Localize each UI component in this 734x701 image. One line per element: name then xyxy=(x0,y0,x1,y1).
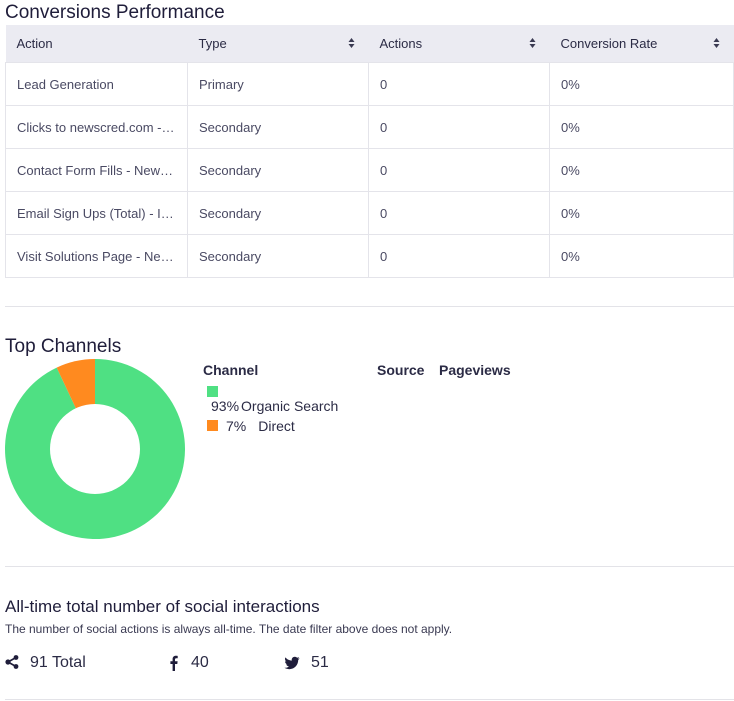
column-header-actions-label: Actions xyxy=(379,36,423,51)
column-header-type[interactable]: Type xyxy=(187,25,369,63)
cell-actions: 0 xyxy=(368,62,550,106)
social-title: All-time total number of social interact… xyxy=(5,597,320,616)
conversions-table: Action Type Actions Conversion Rate Lead… xyxy=(5,25,734,278)
social-total-value: 91 xyxy=(30,654,48,671)
cell-action: Contact Form Fills - News... xyxy=(5,148,188,192)
share-icon xyxy=(5,655,19,669)
table-row: Email Sign Ups (Total) - Ins... Secondar… xyxy=(5,191,734,235)
column-header-conversion-rate-label: Conversion Rate xyxy=(560,36,658,51)
facebook-icon xyxy=(170,655,178,671)
direct-swatch xyxy=(207,420,218,431)
channels-donut-chart xyxy=(5,359,185,539)
channels-title: Top Channels xyxy=(5,336,122,357)
legend-percent: 93% xyxy=(211,398,240,414)
social-description: The number of social actions is always a… xyxy=(5,622,453,636)
cell-actions: 0 xyxy=(368,191,550,235)
cell-actions: 0 xyxy=(368,234,550,278)
legend-item-direct: 7% Direct xyxy=(226,418,295,434)
sort-icon[interactable] xyxy=(529,37,536,49)
table-row: Lead Generation Primary 0 0% xyxy=(5,62,734,106)
cell-type: Primary xyxy=(187,62,369,106)
social-total: 91 Total xyxy=(30,654,86,672)
cell-conversion-rate: 0% xyxy=(549,62,734,106)
table-header-row: Action Type Actions Conversion Rate xyxy=(5,25,734,63)
column-header-conversion-rate[interactable]: Conversion Rate xyxy=(549,25,734,63)
cell-actions: 0 xyxy=(368,148,550,192)
sort-icon[interactable] xyxy=(713,37,720,49)
legend-item-organic-search: 93% Organic Search xyxy=(211,398,338,414)
section-divider xyxy=(5,699,734,700)
cell-type: Secondary xyxy=(187,234,369,278)
cell-action: Email Sign Ups (Total) - Ins... xyxy=(5,191,188,235)
cell-action: Visit Solutions Page - New... xyxy=(5,234,188,278)
channel-column-header: Channel xyxy=(203,362,259,378)
conversions-title: Conversions Performance xyxy=(5,2,225,23)
cell-conversion-rate: 0% xyxy=(549,105,734,149)
donut-hole xyxy=(50,404,140,494)
column-header-actions[interactable]: Actions xyxy=(368,25,550,63)
pageviews-column-header: Pageviews xyxy=(439,362,511,378)
table-row: Clicks to newscred.com - I... Secondary … xyxy=(5,105,734,149)
column-header-type-label: Type xyxy=(198,36,227,51)
legend-label: Direct xyxy=(258,418,295,434)
column-header-action[interactable]: Action xyxy=(5,25,188,63)
social-total-label: Total xyxy=(51,654,86,671)
cell-conversion-rate: 0% xyxy=(549,234,734,278)
cell-action: Lead Generation xyxy=(5,62,188,106)
table-row: Contact Form Fills - News... Secondary 0… xyxy=(5,148,734,192)
cell-conversion-rate: 0% xyxy=(549,191,734,235)
section-divider xyxy=(5,566,734,567)
facebook-count: 40 xyxy=(191,654,209,671)
cell-conversion-rate: 0% xyxy=(549,148,734,192)
twitter-icon xyxy=(284,656,300,670)
cell-type: Secondary xyxy=(187,191,369,235)
twitter-count: 51 xyxy=(311,654,329,671)
cell-type: Secondary xyxy=(187,105,369,149)
section-divider xyxy=(5,306,734,307)
legend-label: Organic Search xyxy=(241,398,339,414)
legend-percent: 7% xyxy=(226,418,247,434)
sort-icon[interactable] xyxy=(348,37,355,49)
organic-search-swatch xyxy=(207,386,218,397)
cell-actions: 0 xyxy=(368,105,550,149)
source-column-header: Source xyxy=(377,362,425,378)
table-row: Visit Solutions Page - New... Secondary … xyxy=(5,234,734,278)
cell-action: Clicks to newscred.com - I... xyxy=(5,105,188,149)
cell-type: Secondary xyxy=(187,148,369,192)
